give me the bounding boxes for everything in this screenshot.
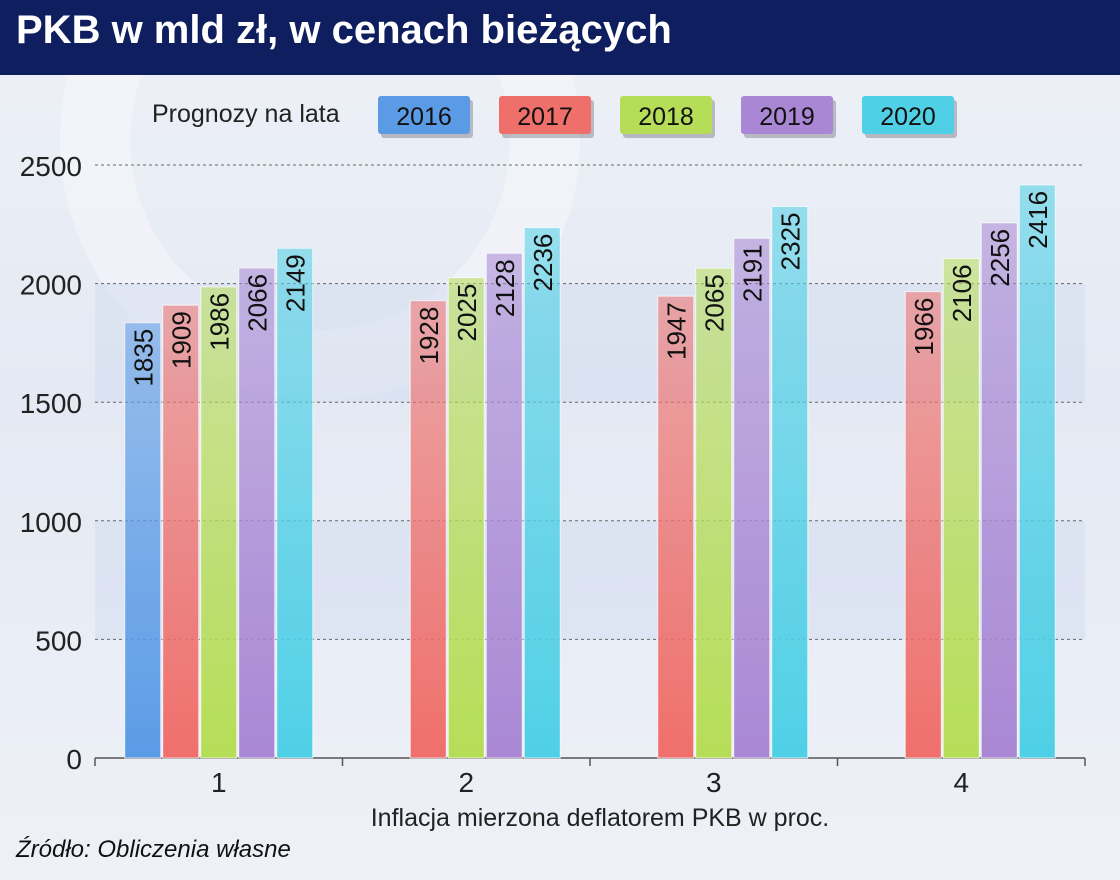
legend-swatch bbox=[862, 96, 954, 134]
legend-title: Prognozy na lata bbox=[152, 100, 340, 128]
bar-value-label: 2025 bbox=[452, 284, 482, 342]
y-tick-label: 2500 bbox=[20, 151, 82, 182]
legend-label: 2019 bbox=[759, 103, 815, 131]
legend-label: 2018 bbox=[638, 103, 694, 131]
y-tick-label: 1500 bbox=[20, 388, 82, 419]
bar-value-label: 2106 bbox=[947, 264, 977, 322]
bar-value-label: 1835 bbox=[129, 329, 159, 387]
bar bbox=[904, 291, 942, 759]
legend-label: 2016 bbox=[396, 103, 452, 131]
x-tick-label: 3 bbox=[706, 767, 722, 798]
x-tick-label: 1 bbox=[211, 767, 227, 798]
bar-value-label: 2065 bbox=[700, 274, 730, 332]
bar bbox=[771, 206, 809, 759]
bar bbox=[657, 295, 695, 759]
bar-value-label: 1928 bbox=[414, 307, 444, 365]
bar bbox=[238, 267, 276, 759]
bar-value-label: 2128 bbox=[490, 259, 520, 317]
legend-swatch bbox=[378, 96, 470, 134]
x-tick-label: 2 bbox=[458, 767, 474, 798]
bar-value-label: 2236 bbox=[528, 234, 558, 292]
bar bbox=[447, 277, 485, 759]
bar-value-label: 2191 bbox=[738, 244, 768, 302]
legend-label: 2020 bbox=[880, 103, 936, 131]
bar-value-label: 1947 bbox=[662, 302, 692, 360]
legend-swatch bbox=[741, 96, 833, 134]
bar-value-label: 2149 bbox=[281, 254, 311, 312]
x-axis-label: Inflacja mierzona deflatorem PKB w proc. bbox=[371, 804, 830, 832]
bar bbox=[124, 322, 162, 759]
bar-value-label: 1909 bbox=[167, 311, 197, 369]
legend-swatch bbox=[620, 96, 712, 134]
bar bbox=[942, 257, 980, 759]
bar bbox=[485, 252, 523, 759]
bar bbox=[162, 304, 200, 759]
bar bbox=[980, 222, 1018, 759]
bar bbox=[200, 286, 238, 759]
y-tick-label: 1000 bbox=[20, 507, 82, 538]
bar-value-label: 2256 bbox=[985, 229, 1015, 287]
bar-value-label: 2066 bbox=[243, 274, 273, 332]
bar bbox=[523, 227, 561, 759]
chart-title: PKB w mld zł, w cenach bieżących bbox=[16, 8, 672, 52]
bar bbox=[695, 267, 733, 759]
bar bbox=[276, 247, 314, 759]
bar-value-label: 1986 bbox=[205, 293, 235, 351]
bar-value-label: 2416 bbox=[1023, 191, 1053, 249]
title-bar: PKB w mld zł, w cenach bieżących bbox=[0, 0, 1120, 75]
bar-value-label: 1966 bbox=[909, 298, 939, 356]
bar bbox=[733, 237, 771, 759]
y-tick-label: 500 bbox=[35, 625, 82, 656]
y-tick-label: 2000 bbox=[20, 270, 82, 301]
legend-swatch bbox=[499, 96, 591, 134]
bar-value-label: 2325 bbox=[776, 213, 806, 271]
x-tick-label: 4 bbox=[953, 767, 969, 798]
source-note: Źródło: Obliczenia własne bbox=[16, 836, 291, 863]
legend-label: 2017 bbox=[517, 103, 573, 131]
bar bbox=[409, 300, 447, 759]
bar bbox=[1018, 184, 1056, 759]
y-tick-label: 0 bbox=[66, 744, 82, 775]
